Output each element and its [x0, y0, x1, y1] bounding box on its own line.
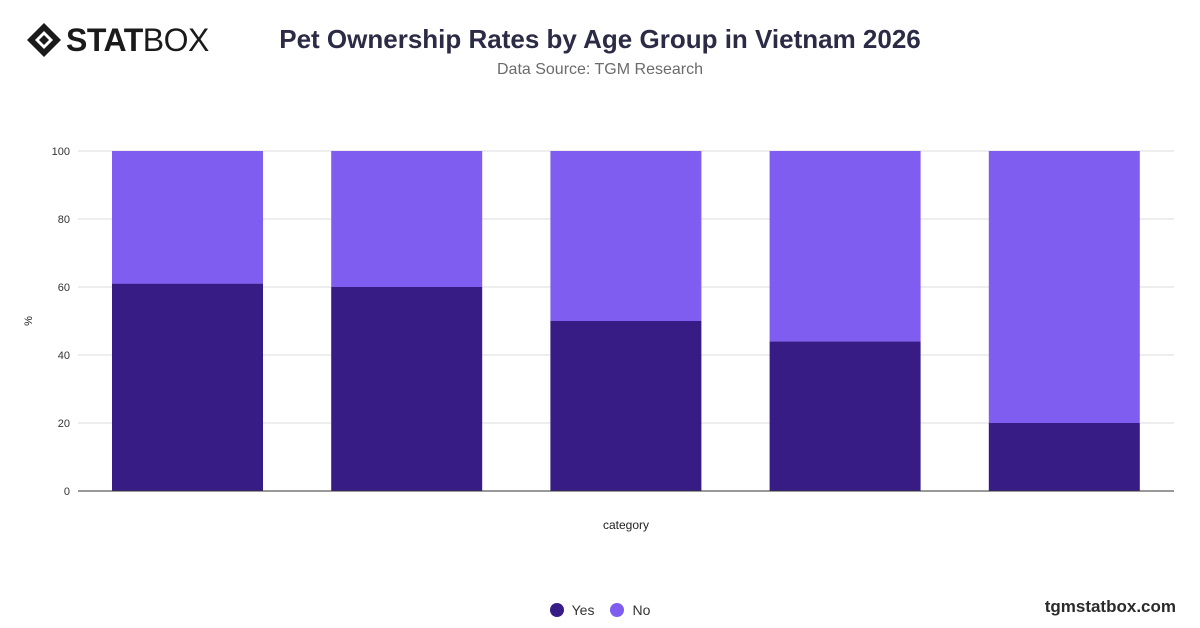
brand-logo: STATBOX — [26, 22, 209, 58]
site-url: tgmstatbox.com — [1044, 597, 1176, 616]
bar-no — [112, 151, 263, 284]
legend-label-no: No — [632, 602, 651, 618]
legend-swatch-yes — [549, 603, 564, 617]
y-tick-label: 40 — [58, 350, 70, 362]
brand-wordmark: STATBOX — [66, 22, 209, 58]
y-tick-label: 80 — [58, 214, 70, 226]
bar-yes — [769, 341, 921, 491]
bar-no — [550, 151, 702, 321]
y-axis-label: % — [23, 316, 35, 326]
bar-yes — [550, 321, 702, 491]
y-tick-label: 20 — [58, 418, 70, 430]
x-axis-label: category — [603, 518, 649, 532]
y-tick-label: 60 — [58, 282, 70, 294]
bar-no — [988, 151, 1140, 423]
legend-swatch-no — [610, 603, 625, 617]
legend-item-yes[interactable]: Yes — [549, 602, 595, 618]
legend-label-yes: Yes — [571, 602, 595, 618]
bar-no — [331, 151, 483, 287]
chart-title: Pet Ownership Rates by Age Group in Viet… — [279, 24, 921, 54]
y-tick-label: 100 — [52, 146, 70, 158]
chart-legend: Yes No — [0, 602, 1200, 618]
y-tick-label: 0 — [64, 486, 70, 498]
bar-no — [769, 151, 921, 342]
diamond-logo-icon — [27, 23, 61, 57]
chart-subtitle: Data Source: TGM Research — [496, 61, 703, 78]
legend-item-no[interactable]: No — [610, 602, 650, 618]
bar-yes — [112, 283, 263, 491]
bar-yes — [331, 287, 483, 491]
bar-yes — [988, 423, 1140, 491]
